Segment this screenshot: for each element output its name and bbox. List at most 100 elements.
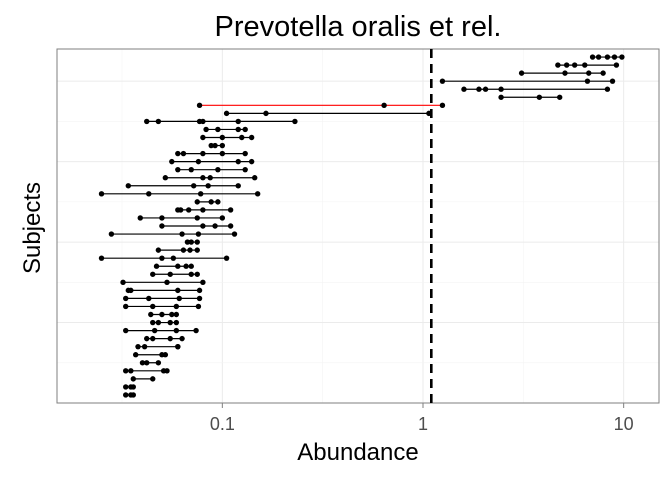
data-point [194,199,200,205]
subject-row [123,392,136,398]
data-point [159,311,165,318]
subject-row [139,360,162,366]
subject-row [123,295,203,302]
grid [57,49,659,403]
subject-row [150,319,180,326]
data-point [191,183,197,189]
data-point [135,343,141,350]
data-point [123,368,129,374]
data-point [164,368,170,374]
subject-row [498,94,563,100]
data-point [219,215,226,221]
data-point [159,223,165,229]
subject-row [175,150,248,157]
data-point [180,150,187,157]
data-point [215,166,221,173]
data-point [252,175,258,181]
data-point [589,54,596,60]
data-point [173,327,180,334]
data-point [180,247,187,253]
data-point [144,335,150,342]
data-point [151,327,158,334]
data-point [155,360,162,366]
data-point [194,247,200,253]
data-point [148,311,154,318]
data-point [613,62,620,68]
data-point [179,231,185,237]
data-point [215,199,221,205]
data-point [179,335,185,342]
data-point [130,384,136,390]
data-point [108,231,115,237]
data-point [123,327,129,334]
data-point [461,86,467,92]
subject-row [125,183,241,189]
data-point [162,352,169,358]
data-point [242,150,248,157]
subject-row [175,207,234,213]
data-point [175,263,181,269]
data-point [563,62,570,68]
subject-row [194,199,221,205]
data-point [219,134,226,141]
data-point [223,110,230,117]
data-point [235,118,241,125]
x-tick-label: 1 [418,414,428,434]
subject-series [98,54,625,398]
data-point [170,255,177,261]
data-point [571,62,578,68]
data-point [595,54,602,60]
data-point [195,158,202,165]
data-point [254,191,261,197]
data-point [476,86,482,92]
data-point [128,287,134,294]
subject-row [203,126,248,133]
data-point [292,118,298,125]
chart-title: Prevotella oralis et rel. [215,11,502,43]
data-point [183,263,189,269]
data-point [98,255,105,261]
data-point [604,86,611,92]
plot-panel-border [56,48,660,404]
data-point [186,207,192,213]
data-point [555,62,561,68]
data-point [239,134,245,141]
data-point [137,215,143,221]
x-axis: 0.1 1 10 [210,403,634,434]
data-point [188,166,194,173]
subject-row [184,239,200,245]
data-point [208,142,214,149]
data-point [120,279,126,286]
data-point [187,247,193,253]
data-point [381,102,387,109]
data-point [235,183,241,189]
data-point [242,166,248,173]
data-point [600,70,606,76]
data-point [155,247,162,253]
data-point [167,335,173,342]
subject-row [120,279,206,286]
data-point [194,239,200,245]
data-point [482,86,489,92]
data-point [194,215,200,221]
subject-row [144,335,185,342]
data-point [562,70,568,76]
data-point [175,150,181,157]
data-point [155,319,162,326]
data-point [215,126,221,133]
subject-row [175,166,248,173]
data-point [176,295,182,302]
subject-row [135,343,181,350]
data-point [188,271,194,277]
data-point [439,78,446,84]
data-point [159,215,165,221]
data-point [188,263,194,269]
data-point [132,352,139,358]
data-point [123,384,129,390]
data-point [175,287,181,294]
data-point [150,319,156,326]
data-point [263,110,269,117]
subject-row [123,368,170,374]
data-point [197,191,204,197]
subject-row [461,86,611,92]
